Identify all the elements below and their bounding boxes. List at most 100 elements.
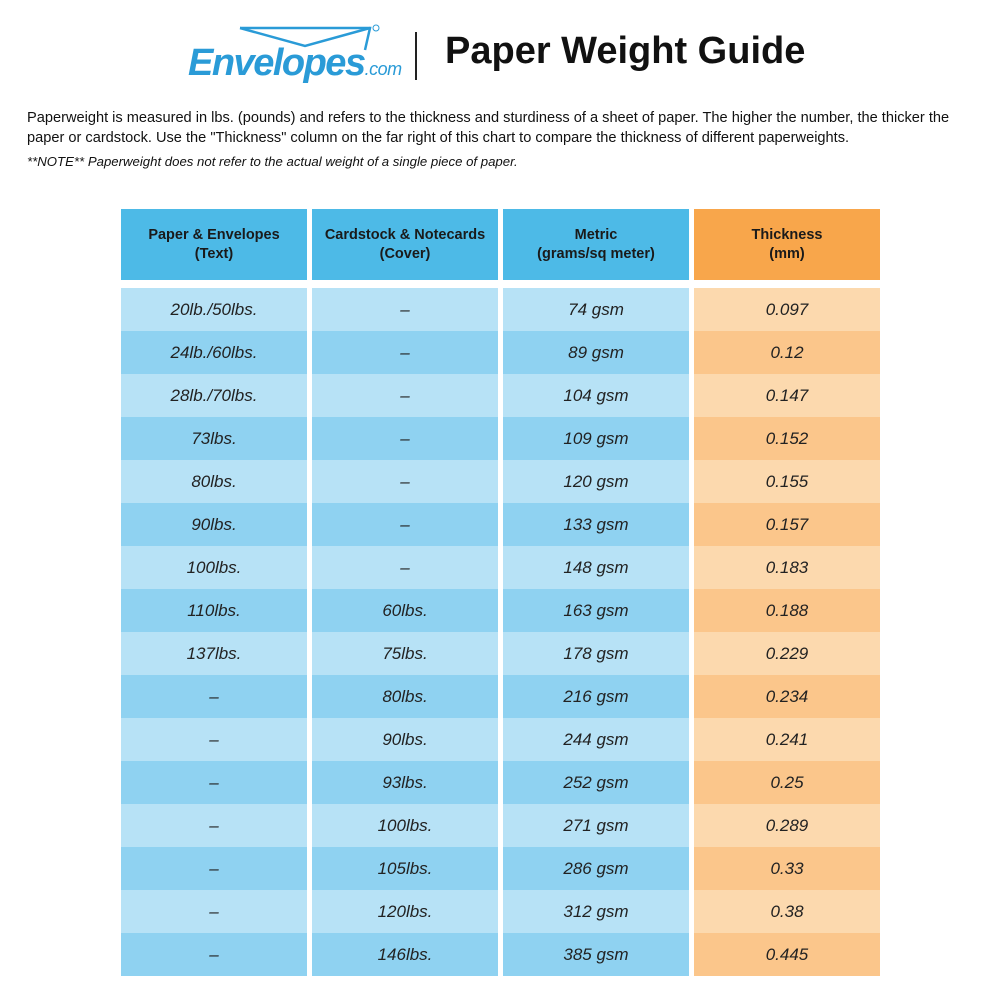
column-header-line2: (Text) xyxy=(194,245,234,262)
table-cell: 28lb./70lbs. xyxy=(121,374,307,417)
table-body: 20lb./50lbs. –74 gsm 0.097 24lb./60lbs. –89 … xyxy=(121,288,880,976)
table-cell: 89 gsm xyxy=(503,331,689,374)
column-header-line1: Metric xyxy=(574,226,618,243)
table-row: 73lbs. –109 gsm 0.152 xyxy=(121,417,880,460)
table-cell: 75lbs. xyxy=(312,632,498,675)
table-cell: 0.12 xyxy=(694,331,880,374)
column-header-line1: Cardstock & Notecards xyxy=(324,226,486,243)
table-row: 28lb./70lbs. –104 gsm 0.147 xyxy=(121,374,880,417)
table-cell: 110lbs. xyxy=(121,589,307,632)
table-cell: – xyxy=(312,460,498,503)
table-cell: 0.289 xyxy=(694,804,880,847)
table-cell: 0.147 xyxy=(694,374,880,417)
table-cell: 60lbs. xyxy=(312,589,498,632)
table-row: –120lbs. 312 gsm 0.38 xyxy=(121,890,880,933)
envelope-icon xyxy=(239,24,380,51)
table-cell: 80lbs. xyxy=(121,460,307,503)
table-cell: 133 gsm xyxy=(503,503,689,546)
table-cell: 163 gsm xyxy=(503,589,689,632)
table-cell: 20lb./50lbs. xyxy=(121,288,307,331)
table-cell: 385 gsm xyxy=(503,933,689,976)
table-cell: 24lb./60lbs. xyxy=(121,331,307,374)
table-cell: 120lbs. xyxy=(312,890,498,933)
table-cell: 244 gsm xyxy=(503,718,689,761)
table-cell: – xyxy=(121,718,307,761)
table-cell: 0.152 xyxy=(694,417,880,460)
table-cell: 271 gsm xyxy=(503,804,689,847)
table-cell: 109 gsm xyxy=(503,417,689,460)
logo-text: Envelopes xyxy=(188,42,366,84)
page-title: Paper Weight Guide xyxy=(445,30,806,72)
column-header: Cardstock & Notecards (Cover) xyxy=(312,209,498,280)
table-row: 110lbs. 60lbs. 163 gsm 0.188 xyxy=(121,589,880,632)
table-cell: 0.097 xyxy=(694,288,880,331)
table-cell: 0.241 xyxy=(694,718,880,761)
table-row: –80lbs. 216 gsm 0.234 xyxy=(121,675,880,718)
table-cell: 90lbs. xyxy=(312,718,498,761)
column-header: Metric (grams/sq meter) xyxy=(503,209,689,280)
table-row: –146lbs. 385 gsm 0.445 xyxy=(121,933,880,976)
column-header-line1: Thickness xyxy=(751,226,823,243)
note-text: **NOTE** Paperweight does not refer to t… xyxy=(27,154,518,169)
table-cell: 312 gsm xyxy=(503,890,689,933)
table-cell: – xyxy=(121,804,307,847)
table-cell: 104 gsm xyxy=(503,374,689,417)
table-cell: 286 gsm xyxy=(503,847,689,890)
table-cell: – xyxy=(121,890,307,933)
table-row: 24lb./60lbs. –89 gsm 0.12 xyxy=(121,331,880,374)
column-header-line2: (grams/sq meter) xyxy=(537,245,655,262)
table-row: 137lbs. 75lbs. 178 gsm 0.229 xyxy=(121,632,880,675)
table-cell: 0.157 xyxy=(694,503,880,546)
table-cell: – xyxy=(121,933,307,976)
table-cell: – xyxy=(312,417,498,460)
table-header-row: Paper & Envelopes (Text) Cardstock & Notec… xyxy=(121,209,880,280)
table-cell: – xyxy=(312,503,498,546)
table-cell: 137lbs. xyxy=(121,632,307,675)
table-cell: 0.155 xyxy=(694,460,880,503)
table-row: –100lbs. 271 gsm 0.289 xyxy=(121,804,880,847)
table-cell: 0.234 xyxy=(694,675,880,718)
column-header-line1: Paper & Envelopes xyxy=(148,226,280,243)
table-row: –93lbs. 252 gsm 0.25 xyxy=(121,761,880,804)
table-row: 20lb./50lbs. –74 gsm 0.097 xyxy=(121,288,880,331)
table-cell: 0.229 xyxy=(694,632,880,675)
envelopes-logo: Envelopes.com xyxy=(188,24,402,86)
column-header: Paper & Envelopes (Text) xyxy=(121,209,307,280)
table-row: –105lbs. 286 gsm 0.33 xyxy=(121,847,880,890)
intro-text: Paperweight is measured in lbs. (pounds)… xyxy=(27,110,950,146)
table-cell: 178 gsm xyxy=(503,632,689,675)
table-cell: – xyxy=(121,847,307,890)
table-cell: 120 gsm xyxy=(503,460,689,503)
table-cell: 100lbs. xyxy=(312,804,498,847)
column-header-line2: (mm) xyxy=(769,245,805,262)
table-cell: 0.25 xyxy=(694,761,880,804)
table-cell: 74 gsm xyxy=(503,288,689,331)
table-cell: 148 gsm xyxy=(503,546,689,589)
table-cell: – xyxy=(312,546,498,589)
table-cell: 0.188 xyxy=(694,589,880,632)
table-cell: – xyxy=(312,331,498,374)
table-cell: 100lbs. xyxy=(121,546,307,589)
table-row: 100lbs. –148 gsm 0.183 xyxy=(121,546,880,589)
table-cell: 0.38 xyxy=(694,890,880,933)
table-row: 80lbs. –120 gsm 0.155 xyxy=(121,460,880,503)
column-header-line2: (Cover) xyxy=(379,245,431,262)
table-cell: 216 gsm xyxy=(503,675,689,718)
header-divider xyxy=(415,32,417,80)
table-cell: – xyxy=(312,288,498,331)
paper-weight-table: Paper & Envelopes (Text) Cardstock & Notec… xyxy=(121,209,880,976)
table-row: 90lbs. –133 gsm 0.157 xyxy=(121,503,880,546)
table-cell: 73lbs. xyxy=(121,417,307,460)
table-cell: 93lbs. xyxy=(312,761,498,804)
table-cell: 105lbs. xyxy=(312,847,498,890)
table-cell: 0.183 xyxy=(694,546,880,589)
table-cell: – xyxy=(121,761,307,804)
column-header: Thickness (mm) xyxy=(694,209,880,280)
table-cell: 252 gsm xyxy=(503,761,689,804)
table-row: –90lbs. 244 gsm 0.241 xyxy=(121,718,880,761)
table-cell: 0.445 xyxy=(694,933,880,976)
table-cell: 0.33 xyxy=(694,847,880,890)
table-cell: 146lbs. xyxy=(312,933,498,976)
table-cell: 80lbs. xyxy=(312,675,498,718)
